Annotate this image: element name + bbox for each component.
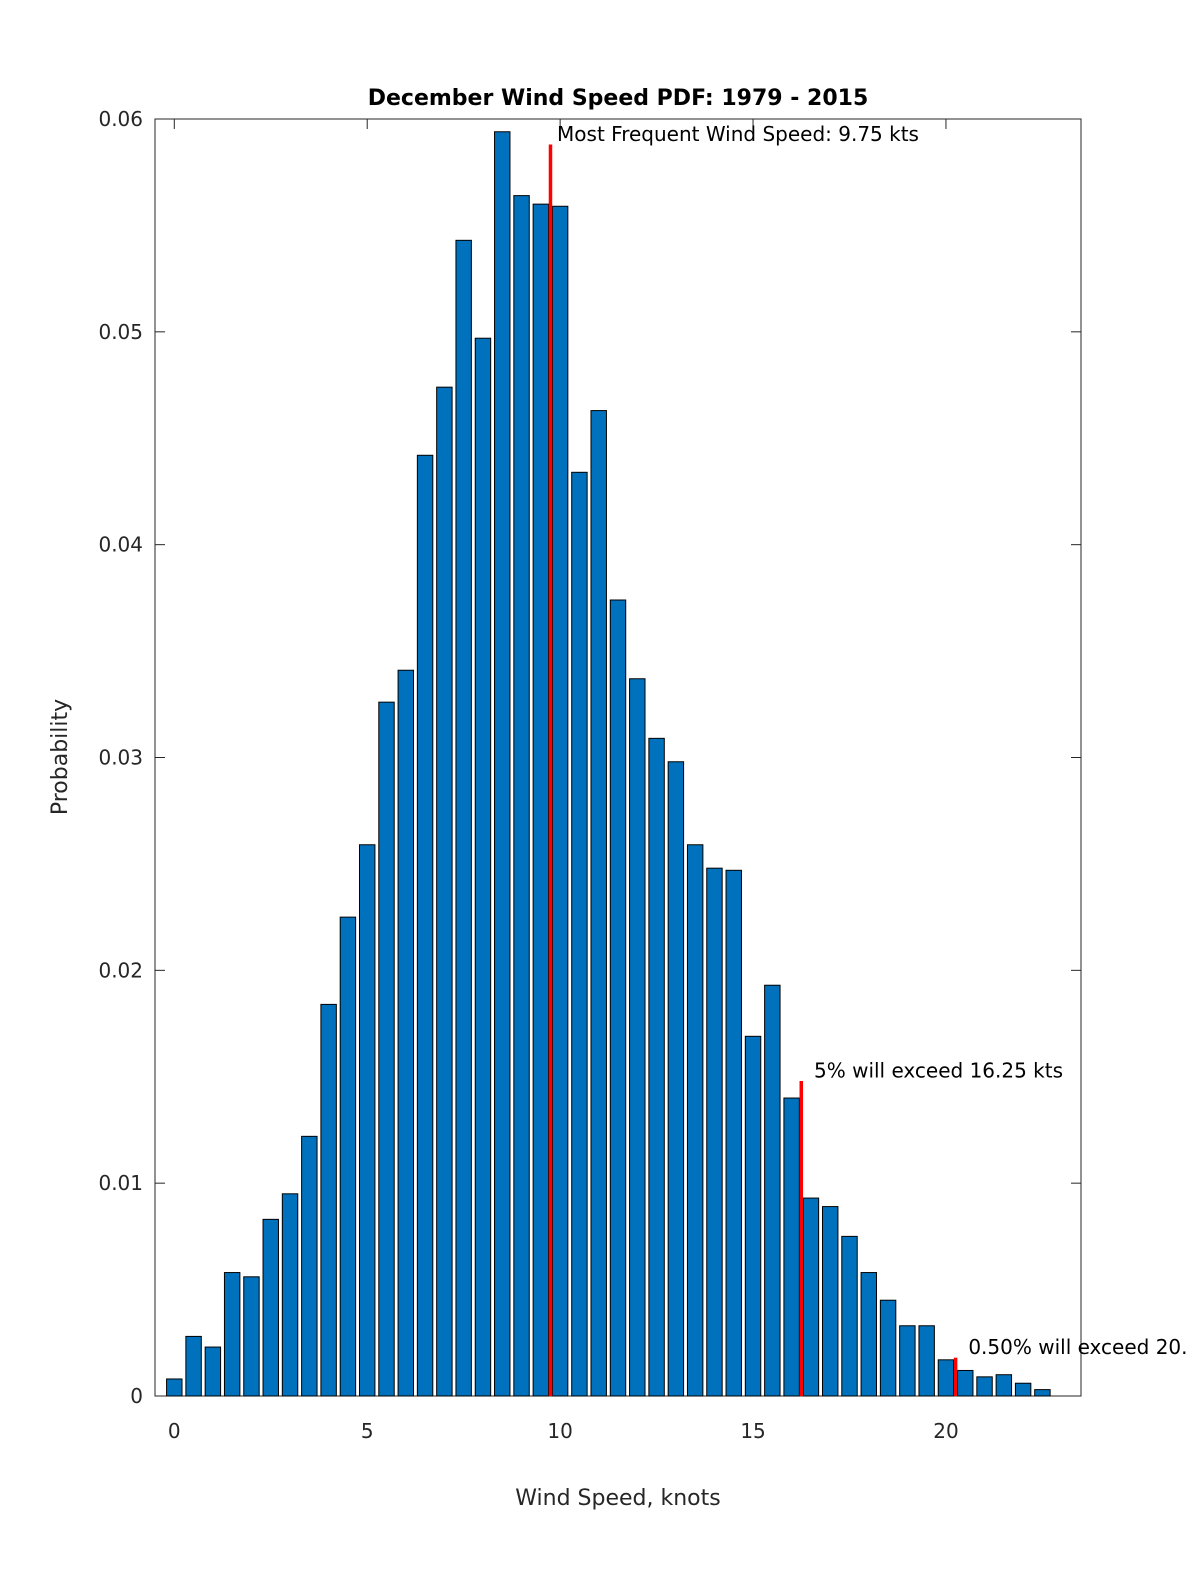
bar [590,410,607,1397]
bar [397,669,415,1397]
bar [879,1299,897,1397]
y-axis-label: Probability [48,699,73,815]
y-tick-label: 0 [130,1384,143,1408]
bar [976,1376,993,1397]
bar [532,203,550,1397]
x-axis-label: Wind Speed, knots [515,1486,720,1511]
bar [667,761,685,1397]
bar [764,984,781,1397]
bar [455,239,472,1397]
bar [416,454,434,1397]
bar [223,1272,241,1397]
bars [166,131,1051,1397]
bar [860,1272,878,1397]
bar [744,1035,762,1397]
bar [281,1193,299,1397]
tick-labels: 0 5 10 15 20 0 0.01 0.02 0.03 0.04 0.05 0.06 [98,107,958,1443]
marker-annotation: Most Frequent Wind Speed: 9.75 kts [557,122,919,146]
y-tick-label: 0.04 [98,533,143,557]
bar [436,386,453,1397]
bar [243,1276,260,1397]
bar [494,131,511,1397]
y-tick-label: 0.05 [98,320,143,344]
threshold-markers: Most Frequent Wind Speed: 9.75 kts 5% wil… [548,122,1188,1396]
bar [378,701,395,1397]
chart-title: December Wind Speed PDF: 1979 - 2015 [368,86,869,111]
bar [474,337,492,1397]
bar [320,1003,337,1397]
bar [899,1325,916,1397]
bar [706,867,723,1397]
x-tick-label: 15 [740,1419,765,1443]
bar [1034,1389,1051,1397]
bar [609,599,627,1397]
y-tick-label: 0.01 [98,1171,143,1195]
bar [802,1197,820,1397]
bar [783,1097,800,1397]
bar [648,737,665,1397]
marker-annotation: 0.50% will exceed 20. [968,1335,1187,1359]
bar [995,1374,1013,1397]
bar [339,916,357,1397]
bar [957,1369,974,1397]
y-tick-label: 0.03 [98,746,143,770]
bar [937,1359,955,1397]
bar [185,1335,202,1397]
bar [513,195,530,1397]
bar [686,844,704,1397]
bar [301,1135,318,1397]
x-tick-label: 10 [547,1419,572,1443]
bar [821,1206,839,1397]
x-tick-label: 5 [361,1419,374,1443]
x-tick-label: 20 [933,1419,958,1443]
bar [571,471,588,1397]
bar [262,1218,279,1397]
bar [841,1235,858,1397]
bar [358,844,376,1397]
bar [166,1378,183,1397]
bar [204,1346,222,1397]
y-tick-label: 0.06 [98,107,143,131]
bar [918,1325,935,1397]
bar [725,869,742,1397]
y-tick-label: 0.02 [98,958,143,982]
bar [1014,1382,1032,1397]
bar [551,205,569,1397]
bar [629,678,646,1397]
marker-annotation: 5% will exceed 16.25 kts [814,1058,1063,1082]
x-tick-label: 0 [168,1419,181,1443]
